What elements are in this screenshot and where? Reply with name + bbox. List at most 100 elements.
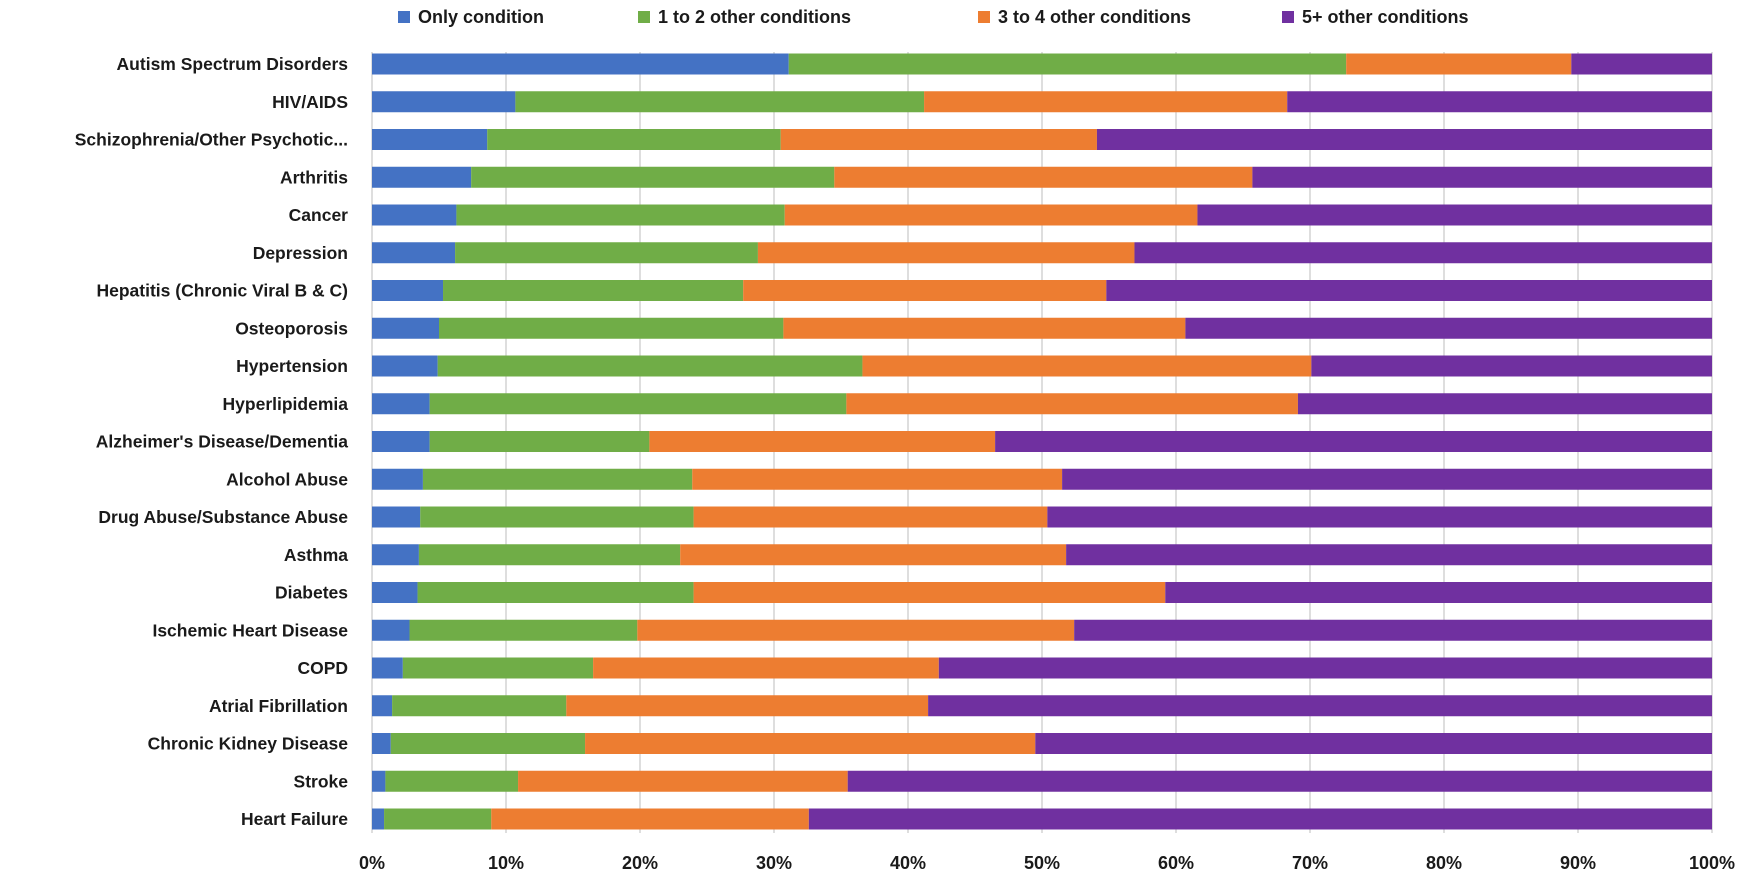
legend-swatch bbox=[398, 11, 410, 23]
bar-segment bbox=[1035, 733, 1712, 754]
bar-segment bbox=[418, 544, 681, 566]
legend-item: Only condition bbox=[398, 7, 544, 27]
bar-segment bbox=[1287, 91, 1712, 113]
bar-segment bbox=[372, 393, 430, 415]
x-axis-tick-labels: 0% 10% 20% 30% 40% 50% 60% 70% 80% 90% 100% bbox=[359, 853, 1735, 873]
bar-segment bbox=[1134, 242, 1712, 264]
bar-segment bbox=[1106, 280, 1712, 301]
category-label: Stroke bbox=[294, 771, 349, 791]
category-label: Diabetes bbox=[275, 583, 348, 603]
x-tick-label: 90% bbox=[1560, 853, 1596, 873]
bar-segment bbox=[372, 619, 410, 641]
bar-segment bbox=[680, 544, 1067, 566]
bar-segment bbox=[585, 733, 1036, 754]
category-label: Alcohol Abuse bbox=[226, 469, 348, 489]
bar-row bbox=[372, 204, 1712, 226]
x-tick-label: 50% bbox=[1024, 853, 1060, 873]
bar-row bbox=[372, 619, 1712, 641]
bar-segment bbox=[834, 166, 1253, 188]
bar-segment bbox=[372, 129, 488, 150]
bar-segment bbox=[437, 355, 863, 377]
category-label: Hypertension bbox=[236, 356, 348, 376]
bar-row bbox=[372, 468, 1712, 490]
bar-row bbox=[372, 166, 1712, 188]
bar-segment bbox=[637, 619, 1075, 641]
x-tick-label: 60% bbox=[1158, 853, 1194, 873]
bar-segment bbox=[938, 657, 1712, 679]
bar-row bbox=[372, 733, 1712, 754]
category-label: Drug Abuse/Substance Abuse bbox=[98, 507, 348, 527]
bar-segment bbox=[372, 204, 457, 226]
legend-swatch bbox=[978, 11, 990, 23]
bar-segment bbox=[1346, 53, 1572, 75]
bar-segment bbox=[566, 695, 929, 717]
bar-row bbox=[372, 53, 1712, 75]
legend-label: Only condition bbox=[418, 7, 544, 27]
category-label: Heart Failure bbox=[241, 809, 348, 829]
category-label: Hyperlipidemia bbox=[223, 394, 349, 414]
legend-item: 3 to 4 other conditions bbox=[978, 7, 1191, 27]
x-tick-label: 0% bbox=[359, 853, 385, 873]
bar-row bbox=[372, 808, 1712, 830]
bar-segment bbox=[443, 280, 744, 301]
category-label: Asthma bbox=[284, 545, 348, 565]
bar-segment bbox=[392, 695, 567, 717]
bar-segment bbox=[1074, 619, 1712, 641]
bar-segment bbox=[456, 204, 785, 226]
bar-row bbox=[372, 242, 1712, 264]
bar-segment bbox=[372, 582, 418, 603]
bars bbox=[372, 53, 1712, 830]
category-label: HIV/AIDS bbox=[272, 92, 348, 112]
category-label: Hepatitis (Chronic Viral B & C) bbox=[96, 281, 348, 301]
bar-segment bbox=[515, 91, 925, 113]
bar-segment bbox=[372, 242, 456, 264]
category-labels: Autism Spectrum Disorders HIV/AIDS Schizop… bbox=[75, 54, 349, 829]
bar-segment bbox=[372, 468, 423, 490]
bar-segment bbox=[372, 808, 385, 830]
bar-segment bbox=[422, 468, 693, 490]
bar-segment bbox=[757, 242, 1135, 264]
x-tick-label: 100% bbox=[1689, 853, 1735, 873]
category-label: Autism Spectrum Disorders bbox=[117, 54, 349, 74]
bar-segment bbox=[439, 317, 784, 339]
legend-swatch bbox=[638, 11, 650, 23]
bar-segment bbox=[372, 91, 516, 113]
bar-segment bbox=[1066, 544, 1712, 566]
bar-segment bbox=[784, 204, 1198, 226]
bar-segment bbox=[928, 695, 1712, 717]
bar-segment bbox=[693, 506, 1048, 528]
bar-segment bbox=[1297, 393, 1712, 415]
legend-item: 1 to 2 other conditions bbox=[638, 7, 851, 27]
bar-segment bbox=[372, 544, 419, 566]
bar-segment bbox=[1165, 582, 1712, 603]
bar-segment bbox=[417, 582, 694, 603]
bar-row bbox=[372, 582, 1712, 603]
bar-segment bbox=[846, 393, 1298, 415]
bar-segment bbox=[1047, 506, 1712, 528]
x-tick-label: 80% bbox=[1426, 853, 1462, 873]
bar-segment bbox=[692, 468, 1063, 490]
bar-segment bbox=[862, 355, 1312, 377]
bar-segment bbox=[491, 808, 809, 830]
x-tick-label: 70% bbox=[1292, 853, 1328, 873]
bar-segment bbox=[471, 166, 835, 188]
bar-row bbox=[372, 657, 1712, 679]
bar-segment bbox=[385, 770, 519, 792]
legend-swatch bbox=[1282, 11, 1294, 23]
bar-segment bbox=[788, 53, 1347, 75]
bar-segment bbox=[1252, 166, 1712, 188]
bar-row bbox=[372, 355, 1712, 377]
bar-segment bbox=[1311, 355, 1712, 377]
bar-row bbox=[372, 393, 1712, 415]
bar-segment bbox=[429, 431, 650, 452]
legend-label: 5+ other conditions bbox=[1302, 7, 1469, 27]
bar-segment bbox=[593, 657, 939, 679]
bar-segment bbox=[649, 431, 996, 452]
bar-segment bbox=[372, 280, 444, 301]
category-label: Arthritis bbox=[280, 167, 348, 187]
bar-segment bbox=[384, 808, 492, 830]
bar-segment bbox=[1096, 129, 1712, 150]
category-label: COPD bbox=[297, 658, 348, 678]
